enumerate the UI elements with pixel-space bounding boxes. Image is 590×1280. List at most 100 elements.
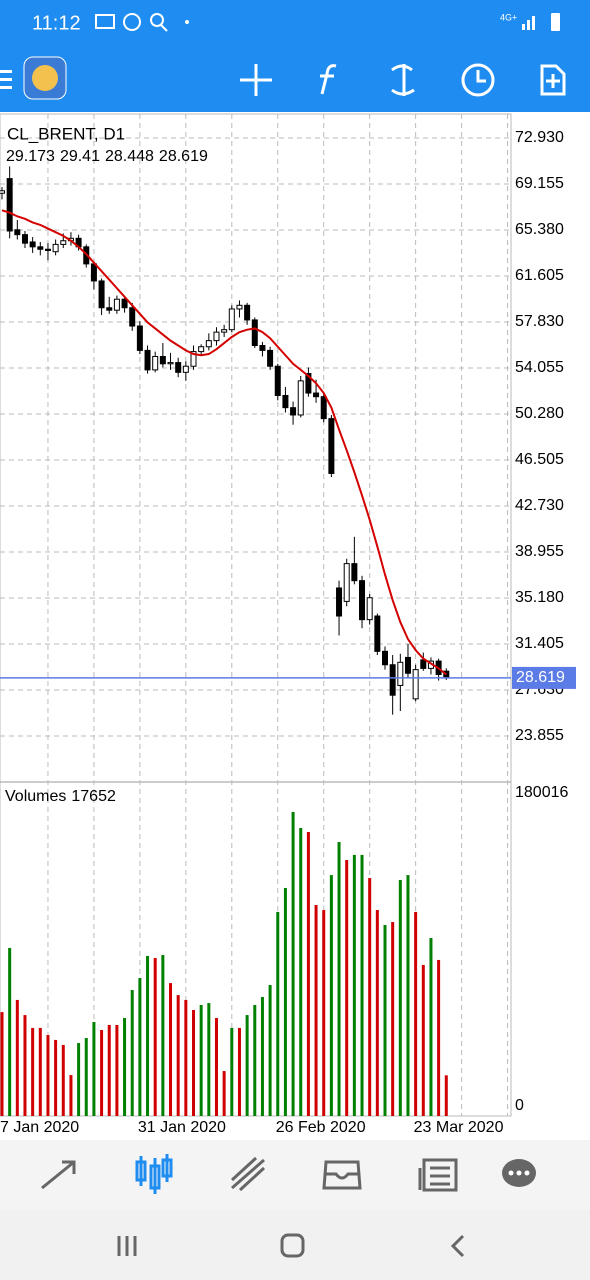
x-tick-label: 31 Jan 2020	[138, 1119, 226, 1136]
history-button[interactable]	[461, 63, 495, 97]
volume-bar	[429, 938, 433, 1116]
volume-bar	[230, 1027, 234, 1116]
volume-bar	[414, 911, 418, 1116]
candle-body	[282, 394, 289, 409]
candle-body	[397, 661, 404, 686]
volume-bar	[260, 996, 264, 1116]
volume-bar	[107, 1024, 111, 1116]
candle-body	[113, 298, 120, 311]
candle-body	[159, 355, 166, 365]
candle-body	[14, 229, 21, 236]
volume-bar	[146, 955, 150, 1116]
candle-body	[412, 669, 419, 700]
volume-bar	[337, 842, 341, 1116]
home-button[interactable]	[280, 1233, 305, 1258]
volume-title-text: Volumes	[5, 788, 66, 805]
candle-body	[351, 563, 358, 582]
volume-bar	[306, 831, 310, 1116]
candle-body	[374, 615, 381, 652]
y-tick-label: 31.405	[515, 635, 564, 652]
ohlc-open: 29.173	[6, 148, 55, 165]
y-tick-label: 65.380	[515, 221, 564, 238]
y-tick-label: 69.155	[515, 175, 564, 192]
candle-body	[213, 331, 220, 342]
volume-bar	[84, 1038, 88, 1116]
candle-body	[259, 345, 266, 351]
candle-body	[21, 234, 28, 244]
news-tab[interactable]	[418, 1158, 458, 1192]
volume-bar	[207, 1003, 211, 1116]
volume-bar	[130, 990, 134, 1116]
candle-body	[336, 587, 343, 617]
candle-body	[382, 650, 388, 666]
volume-bar	[444, 1075, 448, 1116]
candle-body	[328, 418, 335, 474]
volume-title: Volumes 17652	[5, 788, 116, 805]
volume-bar	[123, 1018, 127, 1116]
volume-bar	[253, 1004, 257, 1116]
volume-bar	[184, 999, 188, 1116]
volume-bar	[383, 924, 387, 1116]
volume-bar	[77, 1043, 81, 1116]
y-tick-label: 50.280	[515, 405, 564, 422]
candle-body	[359, 580, 366, 621]
y-tick-label: 46.505	[515, 451, 564, 468]
candle-body	[221, 329, 228, 333]
crosshair-button[interactable]	[240, 64, 272, 96]
symbol-title: CL_BRENT, D1	[7, 124, 125, 143]
candle-body	[420, 659, 427, 669]
candle-body	[144, 349, 151, 371]
price-tag	[512, 666, 576, 689]
dot	[185, 20, 189, 24]
volume-bar	[421, 964, 425, 1116]
volume-bar	[69, 1075, 73, 1116]
y-tick-label: 42.730	[515, 497, 564, 514]
y-tick-label: 57.830	[515, 313, 564, 330]
candle-body	[228, 308, 235, 331]
volume-bar	[138, 978, 142, 1116]
candle-body	[244, 304, 251, 321]
candle-body	[251, 319, 258, 347]
new-order-button[interactable]	[540, 64, 566, 96]
candle-body	[236, 304, 243, 310]
candle-body	[198, 346, 205, 353]
history-tab[interactable]	[322, 1160, 362, 1190]
toolbar-icons	[240, 63, 566, 97]
ohlc-readout: 29.173 29.41 28.448 28.619	[6, 148, 208, 165]
price-tag-label: 28.619	[516, 669, 565, 686]
chat-tab[interactable]	[502, 1159, 536, 1187]
system-nav	[0, 1210, 590, 1280]
y-tick-label: 180016	[515, 784, 568, 801]
indicators-button[interactable]	[320, 64, 337, 95]
trade-button[interactable]	[391, 64, 415, 96]
candle-body	[313, 392, 320, 398]
volume-bar	[192, 1010, 195, 1116]
back-button[interactable]	[450, 1234, 465, 1258]
candle-body	[106, 307, 113, 311]
volume-bar	[314, 905, 318, 1116]
volume-bar	[54, 1039, 58, 1116]
volume-bar	[222, 1071, 226, 1116]
candle-body	[175, 362, 182, 373]
volume-bar	[237, 1027, 241, 1116]
quotes-tab[interactable]	[41, 1160, 76, 1190]
candle-body	[129, 307, 136, 327]
candle-body	[366, 597, 373, 621]
plot: 72.930 69.155 65.380 61.605 57.830 54.055 50.2…	[0, 114, 576, 1136]
volume-bar	[169, 983, 173, 1116]
volume-bar	[329, 875, 333, 1116]
candle-body	[29, 241, 36, 248]
y-tick-label: 72.930	[515, 129, 564, 146]
menu-button[interactable]	[0, 70, 12, 89]
volume-bar	[199, 1004, 203, 1116]
candle-body	[290, 407, 297, 416]
volume-bar	[0, 1012, 4, 1116]
trade-tab[interactable]	[230, 1156, 266, 1192]
y-tick-label: 23.855	[515, 727, 564, 744]
chart-tab[interactable]	[135, 1154, 173, 1194]
volume-bar	[61, 1044, 65, 1116]
y-tick-label: 54.055	[515, 359, 564, 376]
volume-bar	[299, 827, 303, 1116]
network-type: 4G+	[500, 12, 517, 22]
recents-button[interactable]	[117, 1236, 137, 1256]
